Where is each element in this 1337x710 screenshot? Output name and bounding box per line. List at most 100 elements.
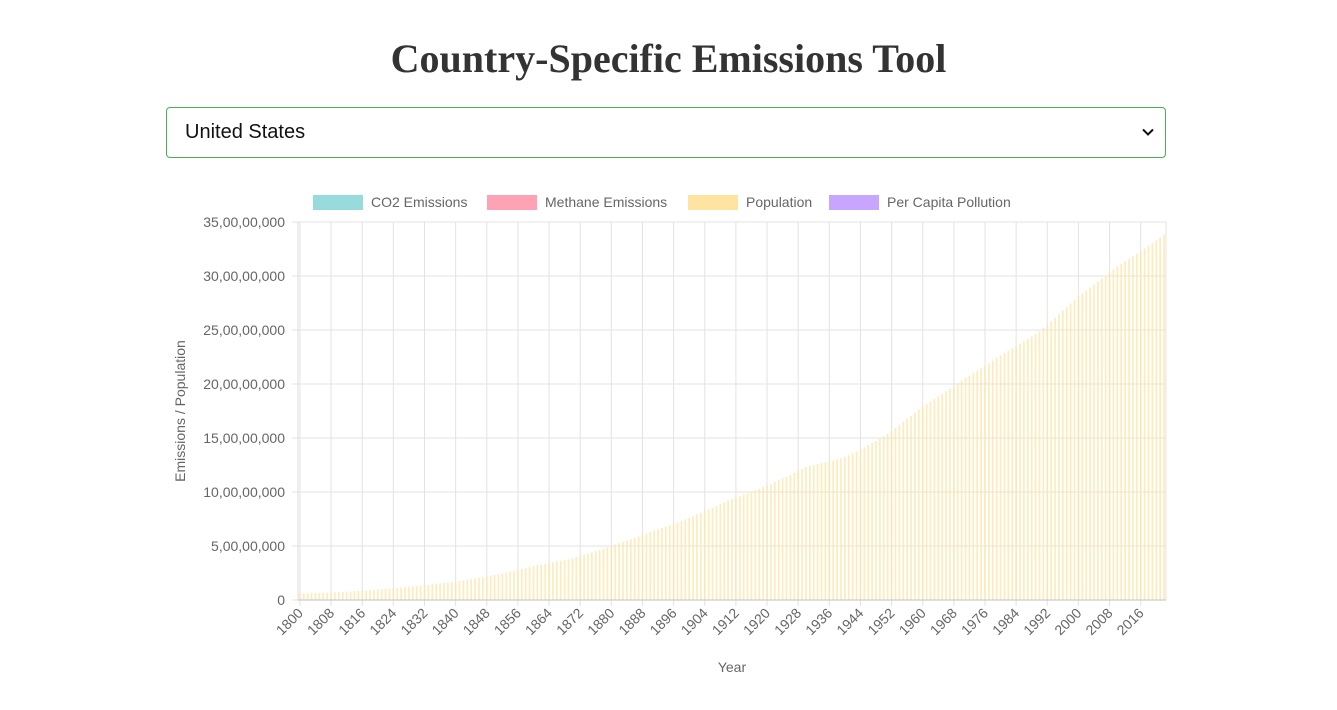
- population-bar: [556, 561, 558, 600]
- population-bar: [1085, 290, 1088, 600]
- population-bar: [672, 523, 675, 600]
- x-tick-label: 1824: [366, 605, 399, 638]
- population-bar: [742, 494, 745, 600]
- population-bar: [902, 422, 905, 600]
- country-select[interactable]: United States: [166, 107, 1166, 158]
- population-bar: [310, 593, 313, 600]
- population-bar: [419, 585, 422, 600]
- population-bar: [548, 563, 550, 600]
- population-bar: [882, 436, 885, 600]
- population-bar: [1019, 343, 1021, 600]
- population-bar: [879, 438, 881, 600]
- x-tick-label: 1864: [522, 605, 555, 638]
- population-bar: [1030, 336, 1033, 600]
- population-bar: [376, 589, 379, 600]
- population-bar: [373, 589, 375, 600]
- population-bar: [890, 430, 893, 600]
- population-bar: [929, 401, 932, 600]
- population-bar: [478, 577, 480, 600]
- population-bar: [937, 396, 940, 600]
- x-tick-label: 1848: [460, 605, 493, 638]
- population-bar: [750, 491, 753, 600]
- population-bar: [1042, 328, 1045, 600]
- population-bar: [396, 587, 399, 600]
- population-bar: [633, 537, 636, 600]
- population-bar: [847, 455, 850, 600]
- population-bar: [606, 547, 609, 600]
- population-bar: [684, 519, 687, 600]
- legend-swatch: [313, 195, 363, 210]
- x-tick-label: 1976: [958, 605, 991, 638]
- x-tick-label: 1936: [802, 605, 835, 638]
- population-bar: [805, 466, 807, 600]
- population-bar: [898, 425, 901, 600]
- population-bar: [365, 590, 367, 600]
- population-bar: [995, 358, 998, 600]
- population-bar: [524, 568, 527, 600]
- population-bar: [754, 490, 757, 600]
- legend-label: Per Capita Pollution: [887, 194, 1011, 210]
- population-bar: [1143, 248, 1146, 601]
- population-bar: [1097, 281, 1099, 600]
- x-tick-label: 1920: [740, 605, 773, 638]
- population-bar: [1050, 321, 1052, 600]
- population-bar: [466, 579, 469, 600]
- population-bar: [489, 575, 492, 600]
- y-tick-label: 30,00,00,000: [203, 268, 285, 284]
- population-bar: [999, 355, 1002, 600]
- population-bar: [746, 493, 749, 600]
- x-tick-label: 1944: [833, 605, 866, 638]
- population-bar: [563, 559, 566, 600]
- population-bar: [435, 583, 437, 600]
- population-bar: [816, 464, 819, 600]
- population-bar: [711, 507, 714, 600]
- x-tick-label: 1928: [771, 605, 804, 638]
- population-bar: [1034, 333, 1037, 600]
- population-bar: [665, 526, 667, 600]
- x-axis-title: Year: [718, 659, 747, 675]
- x-tick-label: 1888: [615, 605, 648, 638]
- legend-swatch: [829, 195, 879, 210]
- population-bar: [412, 586, 414, 600]
- population-bar: [719, 504, 722, 600]
- population-bar: [528, 567, 531, 600]
- y-tick-label: 5,00,00,000: [211, 538, 285, 554]
- population-bar: [867, 445, 870, 600]
- population-bar: [661, 527, 663, 600]
- x-tick-label: 1968: [927, 605, 960, 638]
- population-bar: [1015, 346, 1017, 600]
- population-bar: [785, 476, 788, 600]
- population-bar: [797, 470, 799, 600]
- x-tick-label: 1984: [989, 605, 1022, 638]
- population-bar: [501, 573, 504, 600]
- population-bar: [532, 566, 535, 600]
- population-bar: [859, 449, 862, 600]
- y-tick-label: 10,00,00,000: [203, 484, 285, 500]
- population-bar: [700, 512, 702, 600]
- population-bar: [587, 553, 589, 600]
- population-bar: [474, 578, 476, 600]
- x-tick-label: 2016: [1113, 605, 1146, 638]
- population-bar: [602, 548, 605, 600]
- population-bar: [921, 406, 924, 600]
- population-bar: [517, 569, 519, 600]
- population-bar: [875, 440, 877, 600]
- population-bar: [828, 461, 831, 600]
- population-bar: [925, 403, 928, 600]
- population-bar: [1065, 307, 1068, 600]
- population-bar: [676, 522, 679, 600]
- population-bar: [614, 544, 617, 600]
- x-tick-label: 1856: [491, 605, 524, 638]
- x-tick-label: 1872: [553, 605, 586, 638]
- population-bar: [1058, 314, 1060, 600]
- population-bar: [520, 569, 523, 600]
- population-bar: [1011, 348, 1014, 600]
- population-bar: [1069, 303, 1072, 600]
- population-bar: [345, 591, 348, 600]
- population-bar: [1112, 269, 1115, 600]
- population-bar: [1027, 338, 1029, 600]
- legend-label: CO2 Emissions: [371, 194, 467, 210]
- population-bar: [380, 589, 383, 600]
- population-bar: [505, 572, 508, 600]
- population-bar: [334, 592, 336, 600]
